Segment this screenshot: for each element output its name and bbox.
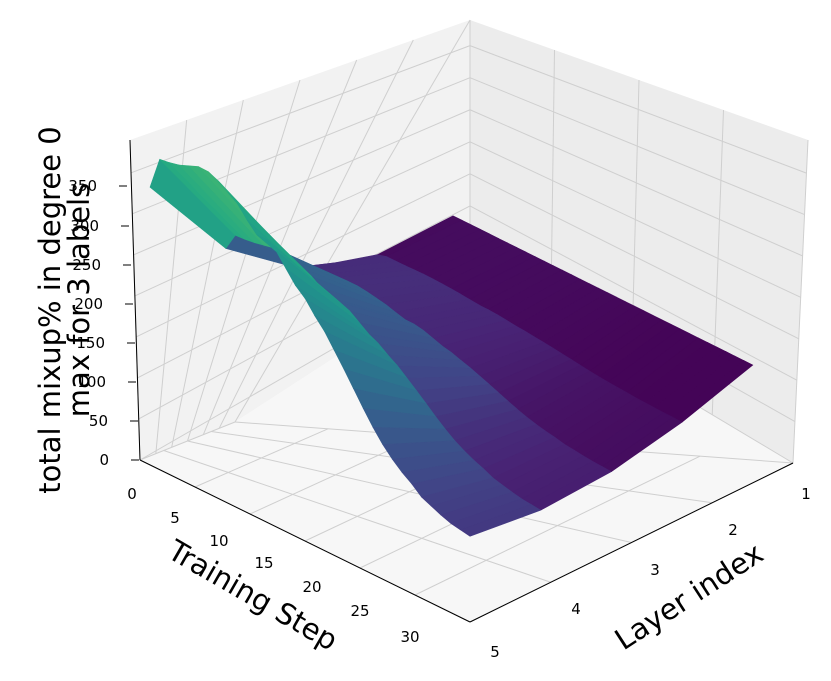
grid-line	[163, 450, 551, 583]
z-axis-label-line1: total mixup% in degree 0	[33, 126, 67, 494]
grid-line	[234, 19, 471, 423]
z-axis-line	[129, 139, 141, 461]
x-tick-label: 30	[400, 628, 419, 646]
y-axis-label: Layer index	[609, 536, 770, 657]
grid-line	[469, 77, 805, 216]
y-tick-label: 5	[490, 643, 500, 661]
grid-line	[469, 109, 803, 257]
grid-line	[135, 173, 471, 338]
grid-line	[469, 173, 799, 340]
grid-line	[171, 99, 244, 448]
z-tick-label: 200	[74, 295, 103, 313]
grid-line	[469, 205, 798, 381]
x-tick-label: 5	[170, 509, 180, 527]
z-tick-label: 0	[99, 451, 109, 469]
grid-line	[134, 141, 471, 297]
grid-line	[469, 141, 801, 298]
grid-line	[187, 440, 632, 543]
left-pane	[130, 20, 470, 460]
grid-line	[469, 45, 807, 174]
grid-line	[218, 39, 414, 429]
x-axis-line	[139, 459, 471, 623]
surface-patch	[459, 504, 542, 537]
y-axis-line	[469, 462, 794, 623]
grid-line	[133, 109, 471, 256]
x-tick-label: 10	[209, 532, 228, 550]
y-tick-label: 2	[728, 521, 738, 539]
z-tick-label: 50	[89, 412, 108, 430]
z-tick-label: 150	[76, 334, 105, 352]
x-tick-label: 25	[350, 602, 369, 620]
tick-labels: 0 50 100 150 200 250 300 350 0 5 10 15 20 25 30 1 2 3 4 5	[68, 177, 810, 661]
y-tick-label: 4	[571, 600, 581, 618]
y-tick-label: 3	[650, 561, 660, 579]
grid-line	[187, 79, 301, 442]
x-tick-label: 0	[127, 485, 137, 503]
z-axis-label-line2: max for 3 labels	[62, 183, 96, 417]
z-tick-label: 250	[72, 256, 101, 274]
z-tick-label: 350	[68, 177, 97, 195]
grid-line	[130, 45, 471, 174]
grid-line	[792, 139, 809, 464]
z-tick-label: 100	[77, 373, 106, 391]
x-tick-label: 20	[302, 578, 321, 596]
axis-lines	[129, 139, 794, 623]
y-tick-label: 1	[801, 485, 811, 503]
z-tick-label: 300	[70, 217, 99, 235]
x-tick-label: 15	[254, 554, 273, 572]
surface-mesh	[149, 158, 754, 537]
